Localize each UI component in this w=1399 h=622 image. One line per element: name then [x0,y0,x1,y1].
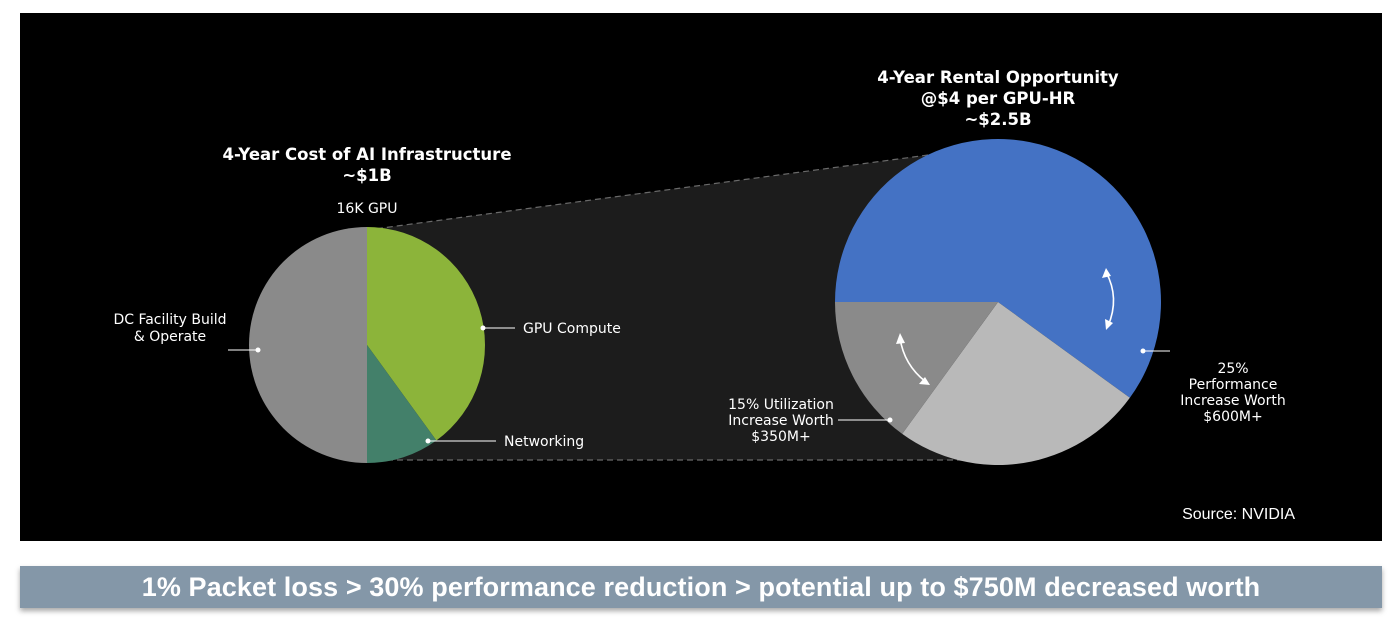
pie-slice [367,345,437,463]
pie-slice [902,302,1130,466]
left-chart-subtitle: ~$1B [342,166,391,185]
pie-slice [835,138,1161,398]
zoom-connector [367,151,998,460]
right-chart-title: 4-Year Rental Opportunity @$4 per GPU-HR ~… [877,68,1119,129]
arrowhead-icon [919,377,930,385]
pie-slice [367,227,486,441]
label-gpu-compute: GPU Compute [523,321,621,337]
arrowhead-icon [896,333,905,344]
arrowhead-icon [1102,268,1111,278]
source-note: Source: NVIDIA [1182,506,1295,523]
summary-banner: 1% Packet loss > 30% performance reducti… [20,566,1382,608]
cost-pie [249,227,486,463]
arrowhead-icon [1105,319,1113,330]
right-slice-labels: 25% Performance Increase Worth $600M+ 15% U… [728,348,1286,445]
label-utilization-increase: 15% Utilization Increase Worth $350M+ [728,397,834,445]
label-dc-facility: DC Facility Build & Operate [113,312,226,345]
rental-pie [835,138,1161,466]
label-networking: Networking [504,434,584,450]
chart-panel: 4-Year Cost of AI Infrastructure ~$1B 16… [20,13,1382,541]
chart-svg: 4-Year Cost of AI Infrastructure ~$1B 16… [113,68,1295,523]
left-chart-caption: 16K GPU [337,201,398,217]
left-chart-title: 4-Year Cost of AI Infrastructure [222,145,511,164]
summary-banner-text: 1% Packet loss > 30% performance reducti… [141,571,1261,602]
pie-slice [249,227,367,463]
left-slice-labels: GPU Compute Networking DC Facility Build… [113,312,620,450]
label-performance-increase: 25% Performance Increase Worth $600M+ [1180,361,1285,425]
arrow-icons [896,268,1115,385]
pie-slice [835,302,998,434]
